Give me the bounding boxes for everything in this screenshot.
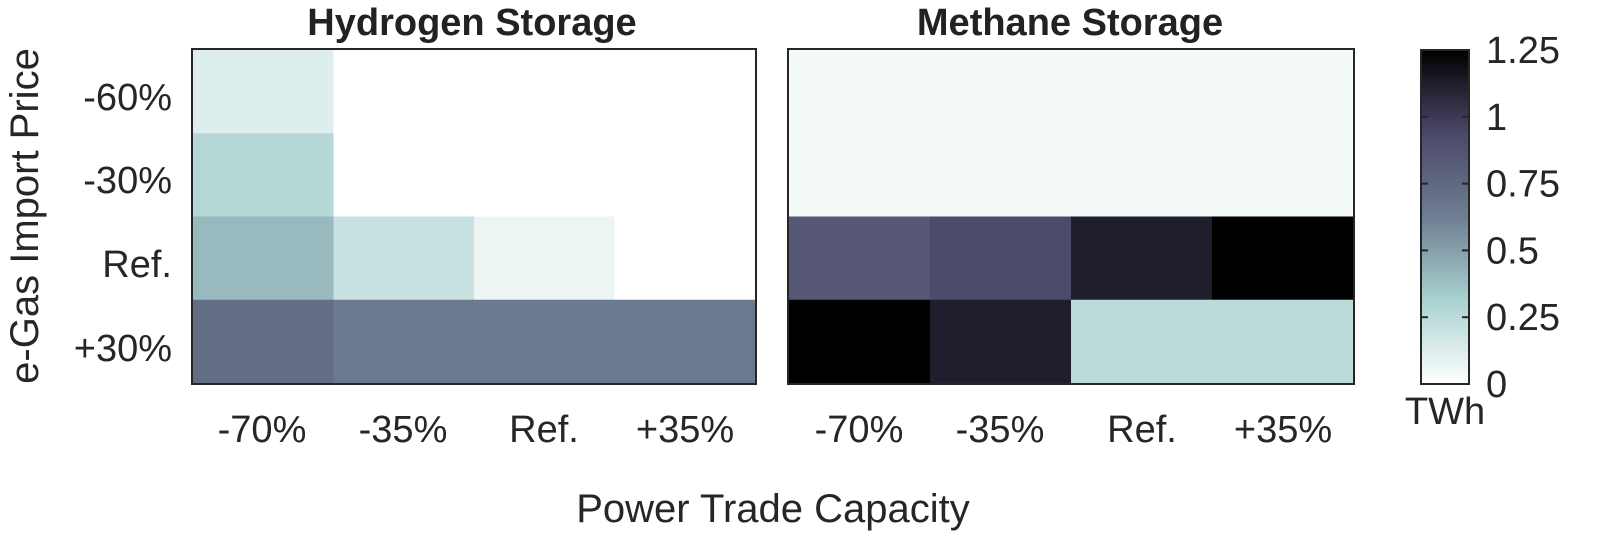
hydrogen-cell [333,50,475,134]
methane-cell [1212,216,1354,301]
x-tick-label: -35% [359,409,448,451]
colorbar-tick-label: 0.25 [1486,297,1560,339]
hydrogen-cell [614,133,756,218]
hydrogen-cell [474,133,616,218]
hydrogen-panel-title: Hydrogen Storage [307,2,636,44]
methane-cell [1071,50,1213,134]
methane-heatmap-cells [789,50,1354,384]
colorbar-frame [1420,49,1470,385]
colorbar-tick-label: 1 [1486,97,1507,139]
y-tick-label: -30% [83,160,172,202]
y-tick-label: -60% [83,77,172,119]
y-tick-label: Ref. [102,244,172,286]
hydrogen-cell [614,216,756,301]
x-tick-label: +35% [636,409,734,451]
hydrogen-cell [333,299,475,384]
x-tick-label: -35% [956,409,1045,451]
hydrogen-panel-frame [191,48,757,385]
methane-cell [930,50,1072,134]
colorbar-tick-label: 1.25 [1486,30,1560,72]
hydrogen-cell [193,216,335,301]
methane-cell [789,299,931,384]
hydrogen-cell [193,50,335,134]
hydrogen-cell [333,133,475,218]
methane-panel-title: Methane Storage [917,2,1223,44]
methane-cell [1071,133,1213,218]
hydrogen-cell [193,133,335,218]
colorbar-unit-label: TWh [1405,391,1485,433]
x-tick-label: -70% [218,409,307,451]
methane-cell [1212,299,1354,384]
hydrogen-cell [474,299,616,384]
x-tick-label: +35% [1234,409,1332,451]
methane-cell [1071,216,1213,301]
colorbar-gradient [1421,50,1469,384]
hydrogen-cell [474,216,616,301]
colorbar-tick-label: 0 [1486,364,1507,406]
colorbar-ticks: 0 0.25 0.5 0.75 1 1.25 [1421,30,1560,406]
colorbar-tick-label: 0.75 [1486,164,1560,206]
colorbar-tick-label: 0.5 [1486,230,1539,272]
hydrogen-cell [614,299,756,384]
methane-cell [930,299,1072,384]
y-tick-label: +30% [74,328,172,370]
x-tick-label: -70% [815,409,904,451]
y-axis-label: e-Gas Import Price [3,48,47,384]
hydrogen-cell [614,50,756,134]
hydrogen-cell [193,299,335,384]
x-tick-label: Ref. [1107,409,1177,451]
x-axis-label: Power Trade Capacity [576,487,970,531]
methane-cell [1212,50,1354,134]
x-tick-label: Ref. [509,409,579,451]
hydrogen-cell [333,216,475,301]
methane-cell [930,133,1072,218]
methane-cell [789,50,931,134]
methane-cell [1212,133,1354,218]
methane-cell [789,133,931,218]
hydrogen-heatmap-cells [193,50,756,384]
hydrogen-cell [474,50,616,134]
methane-cell [930,216,1072,301]
methane-cell [1071,299,1213,384]
methane-panel-frame [787,48,1355,385]
methane-cell [789,216,931,301]
